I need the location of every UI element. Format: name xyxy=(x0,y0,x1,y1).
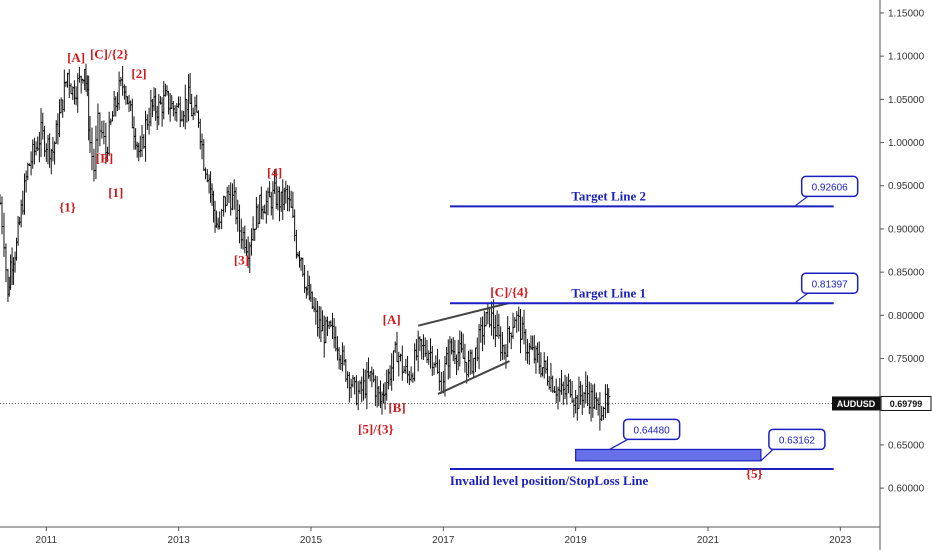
y-tick-label: 1.10000 xyxy=(888,52,925,63)
wedge-channel-line xyxy=(417,302,509,327)
wave-labels: [A] [C]/{2}[2] [B] {1} [1] [4] [3] [A] [C]/{4} [B… xyxy=(59,47,763,481)
wave-label: [C]/{4} xyxy=(490,284,528,299)
wave-label: [4] xyxy=(267,165,282,180)
price-callout-box xyxy=(800,175,859,198)
y-tick-label: 0.60000 xyxy=(888,484,925,495)
target-lines: Target Line 2 0.92606 Target Line 1 0.81397… xyxy=(449,175,859,488)
wave-label: {1} xyxy=(59,200,76,215)
wave-label: [5]/{3} xyxy=(358,422,394,437)
y-tick-label: 1.15000 xyxy=(888,8,925,19)
wave-label: [A] xyxy=(67,50,85,65)
target-line-label: Target Line 1 xyxy=(571,285,646,300)
price-callout-box xyxy=(622,418,681,441)
channel-lines xyxy=(417,302,510,395)
price-callout-box xyxy=(768,428,826,451)
x-tick-label: 2013 xyxy=(168,535,191,546)
y-tick-label: 0.90000 xyxy=(888,224,925,235)
x-tick-label: 2017 xyxy=(432,535,455,546)
price-callout-value: 0.92606 xyxy=(812,182,849,193)
wave-label: [B] xyxy=(96,150,113,165)
last-price-value: 0.69799 xyxy=(890,399,923,409)
wave-label: [2] xyxy=(131,66,146,81)
price-callout-value: 0.63162 xyxy=(779,435,816,446)
y-tick-label: 0.75000 xyxy=(888,354,925,365)
x-tick-label: 2015 xyxy=(300,535,323,546)
callout-pointer xyxy=(795,195,809,206)
last-price-tag xyxy=(880,395,932,411)
callout-pointer xyxy=(609,438,628,450)
y-axis-ticks: 1.15000 1.10000 1.05000 1.00000 0.95000 0.900… xyxy=(880,8,925,495)
x-tick-label: 2023 xyxy=(829,535,852,546)
price-callout-value: 0.81397 xyxy=(812,279,849,290)
wave-label: [C]/{2} xyxy=(90,47,128,62)
symbol-tag xyxy=(832,396,880,411)
wave-label: [3] xyxy=(234,252,249,267)
y-tick-label: 0.65000 xyxy=(888,440,925,451)
price-tags: AUDUSD 0.69799 xyxy=(832,395,932,411)
y-tick-label: 0.80000 xyxy=(888,311,925,322)
x-tick-label: 2011 xyxy=(36,535,58,546)
y-tick-label: 0.95000 xyxy=(888,181,925,192)
x-tick-label: 2019 xyxy=(565,535,588,546)
wave-label: {5} xyxy=(746,466,763,481)
y-tick-label: 0.85000 xyxy=(888,268,925,279)
y-tick-label: 1.05000 xyxy=(888,95,925,106)
price-callout-box xyxy=(800,272,859,295)
target-zone xyxy=(575,448,762,462)
callout-pointer xyxy=(760,448,774,462)
wave-label: [1] xyxy=(108,185,123,200)
callout-pointer xyxy=(795,292,809,303)
wave-label: [A] xyxy=(383,312,401,327)
x-axis-ticks: 2011 2013 2015 2017 2019 2021 2023 xyxy=(36,527,852,546)
target-line-label: Target Line 2 xyxy=(571,188,646,203)
stoploss-line-label: Invalid level position/StopLoss Line xyxy=(450,473,649,488)
price-callout-value: 0.64480 xyxy=(634,425,671,436)
ohlc-candles xyxy=(0,63,611,431)
y-tick-label: 1.00000 xyxy=(888,138,925,149)
wave-label: [B] xyxy=(388,400,405,415)
zone-layer: 0.64480 0.63162 xyxy=(575,418,826,462)
x-tick-label: 2021 xyxy=(697,535,720,546)
symbol-tag-label: AUDUSD xyxy=(837,399,876,409)
wedge-channel-line xyxy=(437,360,510,395)
